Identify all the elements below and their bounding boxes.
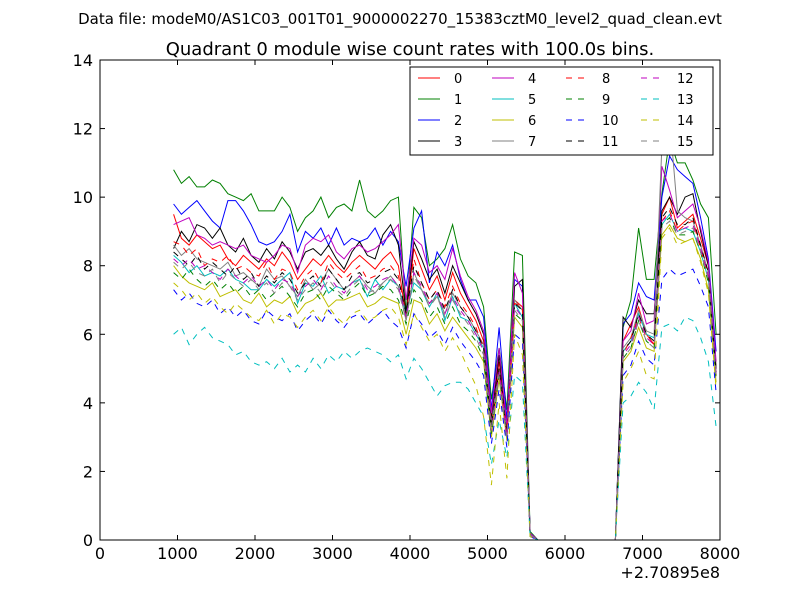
series-layer (173, 118, 717, 540)
legend-label-1: 1 (454, 93, 462, 108)
y-tick-label: 14 (73, 51, 93, 70)
legend-label-9: 9 (602, 93, 610, 108)
x-tick-label: 3000 (312, 544, 353, 563)
series-line-0 (173, 195, 717, 540)
x-tick-label: 5000 (467, 544, 508, 563)
legend-label-15: 15 (677, 135, 694, 150)
series-line-8 (173, 209, 717, 540)
y-tick-label: 6 (83, 325, 93, 344)
legend-frame (409, 66, 714, 156)
x-offset-label: +2.70895e8 (620, 563, 720, 582)
series-line-9 (173, 216, 717, 540)
legend-label-10: 10 (602, 114, 619, 129)
y-tick-label: 12 (73, 120, 93, 139)
legend-label-5: 5 (528, 93, 536, 108)
legend-label-2: 2 (454, 114, 462, 129)
series-line-14 (173, 227, 717, 540)
series-line-4 (173, 166, 717, 540)
legend-label-12: 12 (677, 72, 694, 87)
legend-label-8: 8 (602, 72, 610, 87)
y-tick-label: 8 (83, 257, 93, 276)
legend-label-7: 7 (528, 135, 536, 150)
x-tick-label: 7000 (622, 544, 663, 563)
series-line-15 (173, 220, 717, 540)
legend-label-11: 11 (602, 135, 619, 150)
legend-label-13: 13 (677, 93, 694, 108)
x-tick-label: 0 (95, 544, 105, 563)
series-line-1 (173, 138, 717, 540)
y-tick-label: 10 (73, 188, 93, 207)
x-tick-label: 4000 (390, 544, 431, 563)
y-tick-label: 0 (83, 531, 93, 550)
x-tick-label: 2000 (235, 544, 276, 563)
x-tick-label: 1000 (157, 544, 198, 563)
y-tick-label: 4 (83, 394, 93, 413)
legend-label-0: 0 (454, 72, 462, 87)
y-tick-label: 2 (83, 462, 93, 481)
series-line-13 (173, 316, 717, 540)
chart-title: Quadrant 0 module wise count rates with … (166, 39, 655, 60)
x-tick-label: 8000 (700, 544, 741, 563)
series-line-6 (173, 223, 717, 540)
chart-suptitle: Data file: modeM0/AS1C03_001T01_90000022… (78, 10, 722, 29)
legend-label-3: 3 (454, 135, 462, 150)
series-line-3 (173, 192, 717, 540)
x-axis: 0 1000 2000 3000 4000 5000 6000 7000 8000 (95, 60, 740, 563)
series-line-10 (173, 268, 717, 540)
legend-label-6: 6 (528, 114, 536, 129)
series-line-12 (173, 213, 717, 540)
legend-label-4: 4 (528, 72, 536, 87)
series-line-2 (173, 154, 717, 540)
x-tick-label: 6000 (545, 544, 586, 563)
legend-label-14: 14 (677, 114, 694, 129)
